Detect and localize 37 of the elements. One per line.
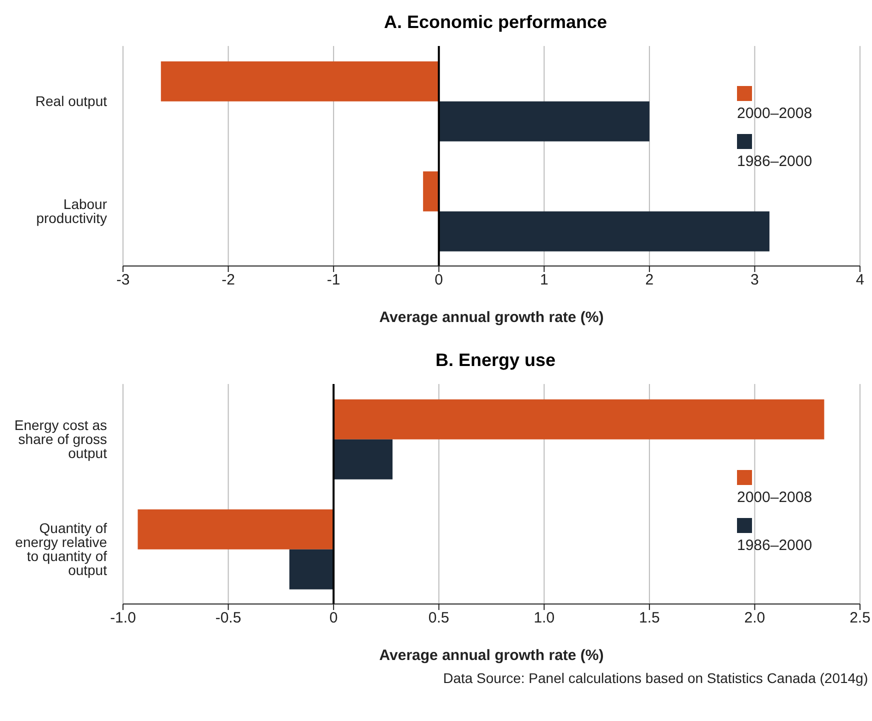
legend-label: 1986–2000 bbox=[737, 537, 814, 554]
x-tick-label: 4 bbox=[856, 272, 864, 289]
x-tick-label: 1 bbox=[540, 272, 548, 289]
bar bbox=[334, 439, 393, 480]
y-tick-label: Energy cost as share of gross output bbox=[14, 416, 108, 461]
bar bbox=[438, 211, 770, 252]
x-axis-title: Average annual growth rate (%) bbox=[379, 309, 604, 326]
x-axis-title: Average annual growth rate (%) bbox=[379, 647, 604, 664]
chart-title: B. Energy use bbox=[434, 349, 557, 372]
x-tick-label: -2 bbox=[222, 272, 235, 289]
y-tick-label: Real output bbox=[35, 92, 108, 109]
x-tick-label: -1.0 bbox=[110, 610, 136, 627]
x-tick-label: 2 bbox=[645, 272, 654, 289]
bar bbox=[438, 101, 650, 142]
source-note: Data Source: Panel calculations based on Statistics Canada (2014g) bbox=[442, 670, 868, 686]
x-tick-label: 0 bbox=[329, 610, 338, 627]
x-tick-label: -0.5 bbox=[215, 610, 242, 627]
x-tick-label: 2.5 bbox=[850, 610, 870, 627]
y-tick-label: Quantity of energy relative to quantity of output bbox=[15, 520, 108, 578]
chart-title: A. Economic performance bbox=[382, 11, 608, 34]
bar bbox=[289, 549, 334, 590]
y-tick-label: Labour productivity bbox=[36, 196, 108, 226]
x-tick-label: 0.5 bbox=[428, 610, 450, 627]
bar bbox=[423, 171, 439, 212]
x-tick-label: 2.0 bbox=[744, 610, 766, 627]
legend-label: 2000–2008 bbox=[737, 105, 814, 122]
bar bbox=[334, 399, 824, 440]
x-tick-label: -1 bbox=[326, 272, 340, 289]
x-tick-label: 0 bbox=[434, 272, 444, 289]
x-tick-label: 1.0 bbox=[534, 610, 555, 627]
x-tick-label: 1.5 bbox=[639, 610, 660, 627]
bar bbox=[160, 61, 439, 102]
x-tick-label: 3 bbox=[750, 272, 759, 289]
legend-label: 2000–2008 bbox=[737, 489, 814, 506]
x-tick-label: -3 bbox=[116, 272, 130, 289]
legend-label: 1986–2000 bbox=[737, 153, 814, 170]
bar bbox=[138, 509, 334, 550]
